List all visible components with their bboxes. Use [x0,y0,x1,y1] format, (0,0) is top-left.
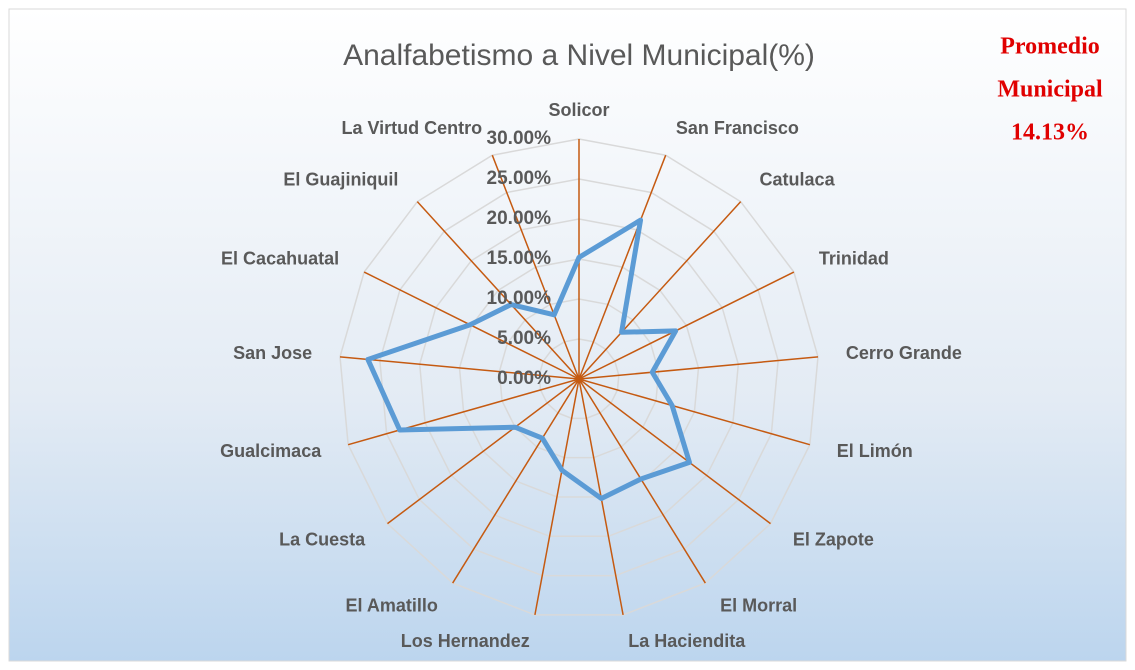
y-tick-label: 20.00% [487,208,552,229]
y-tick-label: 10.00% [487,288,552,309]
y-tick-label: 0.00% [497,368,551,389]
category-label: La Haciendita [628,631,746,651]
category-label: La Cuesta [279,529,366,549]
category-label: La Virtud Centro [341,118,482,138]
category-label: Solicor [548,100,609,120]
grid-ring [339,138,819,616]
y-tick-label: 15.00% [487,248,552,269]
category-label: Cerro Grande [846,343,962,363]
axis-spoke [347,378,580,446]
axis-spoke [578,378,771,525]
axis-spoke [491,154,580,380]
category-label: El Limón [837,441,913,461]
y-tick-label: 25.00% [487,168,552,189]
annotation: Promedio [1000,34,1100,60]
category-label: Catulaca [760,170,836,190]
category-label: Gualcimaca [220,441,322,461]
category-label: El Cacahuatal [221,248,339,268]
axis-spoke [578,356,819,380]
grid-ring [418,218,740,538]
category-label: El Zapote [793,529,874,549]
category-label: Trinidad [819,248,889,268]
category-label: El Guajiniquil [283,170,398,190]
category-label: Los Hernandez [401,631,530,651]
category-label: San Francisco [676,118,799,138]
axis-spoke [578,201,742,380]
axis-spoke [534,378,580,616]
axis-spoke [416,201,580,380]
grid-ring [379,178,779,577]
grid-ring [498,298,660,459]
chart-background [8,8,1127,662]
category-label: El Amatillo [346,596,438,616]
chart-title: Analfabetismo a Nivel Municipal(%) [343,39,815,72]
grid-ring [538,338,620,420]
axis-spoke [339,356,580,380]
y-tick-label: 5.00% [497,328,551,349]
category-label: El Morral [720,596,797,616]
annotation: 14.13% [1011,120,1089,146]
axis-spoke [387,378,580,525]
series-line [365,217,692,502]
category-label: San Jose [233,343,312,363]
axis-spoke [578,271,795,380]
y-tick-label: 30.00% [487,128,552,149]
axis-spoke [452,378,580,584]
annotation: Municipal [997,77,1103,103]
axis-spoke [578,154,667,380]
axis-spoke [578,378,811,446]
